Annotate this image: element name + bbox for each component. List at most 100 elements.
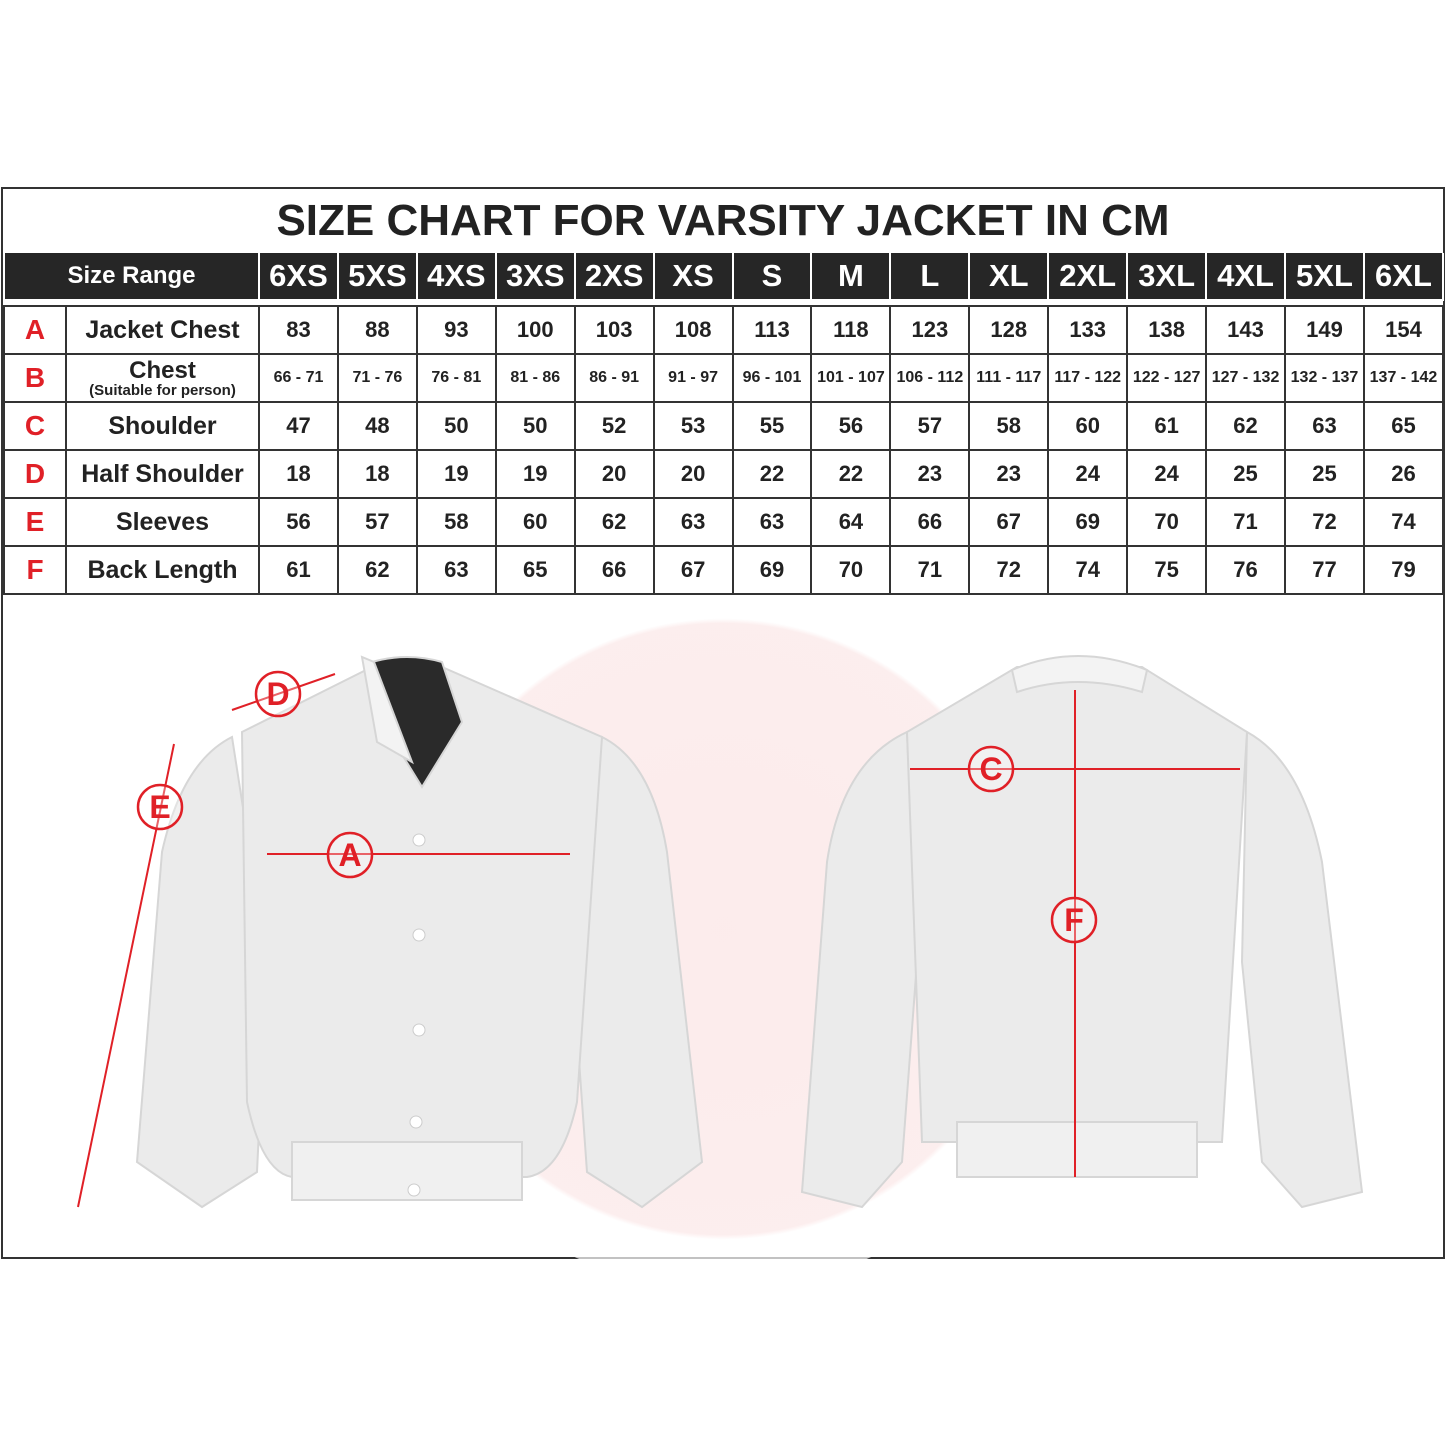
cell-value: 122 - 127 [1126,353,1208,403]
cell-value: 19 [415,449,497,499]
cell-value: 117 - 122 [1047,353,1129,403]
size-header-l: L [889,253,971,301]
cell-value: 56 [258,497,339,547]
cell-value: 22 [810,449,892,499]
marker-label: C [979,751,1002,787]
cell-value: 64 [810,497,892,547]
cell-value: 63 [1284,401,1365,451]
cell-value: 25 [1284,449,1365,499]
cell-value: 100 [494,305,576,355]
size-table: Size Range 6XS 5XS 4XS 3XS 2XS XS S M L XL 2XL 3XL 4… [2,253,1445,595]
marker-label: E [149,789,170,825]
cell-value: 56 [810,401,892,451]
cell-value: 96 - 101 [731,353,813,403]
cell-value: 88 [336,305,418,355]
cell-value: 74 [1047,545,1129,595]
cell-value: 65 [494,545,576,595]
cell-value: 143 [1205,305,1286,355]
cell-value: 128 [968,305,1050,355]
cell-value: 24 [1047,449,1129,499]
cell-value: 50 [494,401,576,451]
marker-a: A [326,831,374,879]
cell-value: 18 [258,449,339,499]
cell-value: 63 [652,497,734,547]
cell-value: 123 [889,305,971,355]
marker-label: F [1064,902,1084,938]
size-header-4xl: 4XL [1205,253,1286,301]
size-header-2xl: 2XL [1047,253,1129,301]
cell-value: 72 [968,545,1050,595]
cell-value: 48 [336,401,418,451]
row-label: Chest (Suitable for person) [64,353,261,403]
cell-value: 71 - 76 [336,353,418,403]
cell-value: 66 - 71 [258,353,339,403]
cell-value: 23 [889,449,971,499]
cell-value: 63 [731,497,813,547]
front-jacket-image [135,655,704,1209]
cell-value: 70 [1126,497,1208,547]
cell-value: 25 [1205,449,1286,499]
cell-value: 61 [1126,401,1208,451]
cell-value: 76 [1205,545,1286,595]
marker-label: A [338,837,361,873]
cell-value: 86 - 91 [573,353,655,403]
cell-value: 52 [573,401,655,451]
cell-value: 113 [731,305,813,355]
cell-value: 93 [415,305,497,355]
cell-value: 20 [652,449,734,499]
cell-value: 138 [1126,305,1208,355]
cell-value: 108 [652,305,734,355]
cell-value: 132 - 137 [1284,353,1365,403]
cell-value: 111 - 117 [968,353,1050,403]
cell-value: 55 [731,401,813,451]
row-label: Half Shoulder [64,449,261,499]
cell-value: 101 - 107 [810,353,892,403]
cell-value: 70 [810,545,892,595]
cell-value: 69 [731,545,813,595]
marker-e: E [136,783,184,831]
cell-value: 67 [652,545,734,595]
row-label: Back Length [64,545,261,595]
cell-value: 50 [415,401,497,451]
marker-f: F [1050,896,1098,944]
marker-label: D [266,676,289,712]
table-row: D Half Shoulder 18 18 19 19 20 20 22 22 23 23 24 24 25… [3,449,1445,499]
cell-value: 23 [968,449,1050,499]
row-letter: F [3,545,67,595]
cell-value: 91 - 97 [652,353,734,403]
back-jacket-image [800,655,1364,1209]
cell-value: 71 [1205,497,1286,547]
row-label: Shoulder [64,401,261,451]
size-header-6xl: 6XL [1362,253,1445,301]
table-row: E Sleeves 56 57 58 60 62 63 63 64 66 67 69 70 71 72 74 [3,497,1445,547]
cell-value: 67 [968,497,1050,547]
cell-value: 76 - 81 [415,353,497,403]
cell-value: 79 [1362,545,1445,595]
cell-value: 61 [258,545,339,595]
cell-value: 154 [1362,305,1445,355]
size-header-4xs: 4XS [415,253,497,301]
size-header-5xl: 5XL [1284,253,1365,301]
cell-value: 19 [494,449,576,499]
cell-value: 47 [258,401,339,451]
cell-value: 66 [573,545,655,595]
size-header-xs: XS [652,253,734,301]
cell-value: 65 [1362,401,1445,451]
cell-value: 24 [1126,449,1208,499]
cell-value: 106 - 112 [889,353,971,403]
cell-value: 66 [889,497,971,547]
cell-value: 18 [336,449,418,499]
cell-value: 149 [1284,305,1365,355]
cell-value: 77 [1284,545,1365,595]
size-header-2xs: 2XS [573,253,655,301]
marker-c: C [967,745,1015,793]
row-sublabel: (Suitable for person) [89,381,236,399]
row-letter: D [3,449,67,499]
cell-value: 62 [573,497,655,547]
size-header-5xs: 5XS [336,253,418,301]
cell-value: 60 [1047,401,1129,451]
cell-value: 62 [336,545,418,595]
marker-d: D [254,670,302,718]
cell-value: 81 - 86 [494,353,576,403]
row-letter: C [3,401,67,451]
